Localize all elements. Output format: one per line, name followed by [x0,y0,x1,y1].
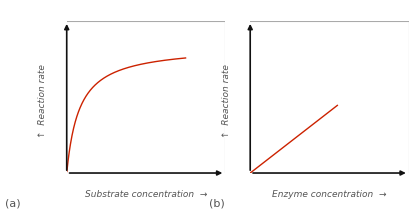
Text: ↑  Reaction rate: ↑ Reaction rate [222,64,231,138]
Text: (b): (b) [209,198,225,208]
Text: Enzyme concentration  →: Enzyme concentration → [272,190,387,199]
Text: ↑  Reaction rate: ↑ Reaction rate [38,64,48,138]
Text: Substrate concentration  →: Substrate concentration → [85,190,207,199]
Text: (a): (a) [5,198,20,208]
